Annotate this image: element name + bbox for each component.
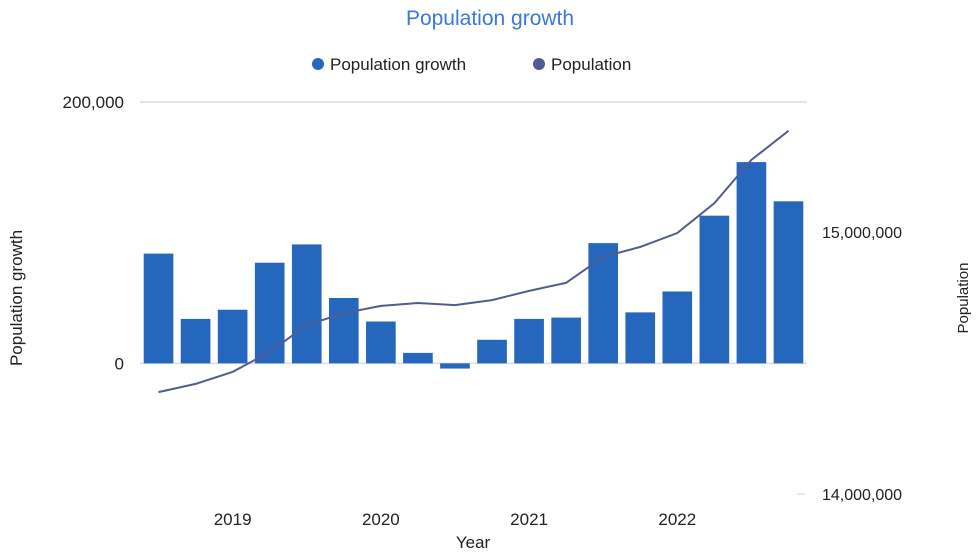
- bar: [514, 318, 544, 364]
- bar: [477, 339, 507, 364]
- bar: [588, 243, 619, 364]
- bar: [403, 352, 433, 364]
- x-axis-title: Year: [456, 533, 491, 552]
- y-axis-left-title: Population growth: [7, 230, 26, 366]
- legend: Population growth Population: [312, 55, 631, 74]
- legend-label-population: Population: [551, 55, 631, 74]
- bar: [699, 215, 730, 364]
- bar: [773, 201, 804, 364]
- y-left-tick-label: 0: [115, 354, 124, 373]
- bar: [551, 317, 581, 364]
- bar: [366, 321, 396, 364]
- axis-ticks: 200,000 0 15,000,000 14,000,000 2019 2020 2021…: [63, 93, 903, 529]
- bar: [217, 309, 248, 364]
- bar-series: [143, 162, 804, 369]
- bar: [143, 253, 174, 364]
- y-right-tick-label: 15,000,000: [822, 225, 902, 242]
- legend-marker-population: [533, 58, 545, 70]
- bar: [440, 363, 470, 369]
- bar: [662, 291, 693, 364]
- x-tick-label: 2020: [362, 510, 400, 529]
- chart-title: Population growth: [406, 7, 574, 30]
- population-line: [158, 130, 790, 394]
- bar: [180, 318, 211, 364]
- bar: [291, 244, 322, 364]
- y-left-tick-label: 200,000: [63, 93, 124, 112]
- bar: [736, 162, 767, 364]
- bar: [328, 298, 359, 364]
- bar: [254, 262, 285, 364]
- legend-marker-population-growth: [312, 58, 324, 70]
- y-axis-right-title: Population: [955, 263, 972, 334]
- x-tick-label: 2021: [510, 510, 548, 529]
- x-tick-label: 2022: [658, 510, 696, 529]
- gridlines: [140, 101, 807, 365]
- x-tick-label: 2019: [214, 510, 252, 529]
- y-right-tick-label: 14,000,000: [822, 487, 902, 504]
- bar: [625, 312, 656, 364]
- legend-label-population-growth: Population growth: [330, 55, 466, 74]
